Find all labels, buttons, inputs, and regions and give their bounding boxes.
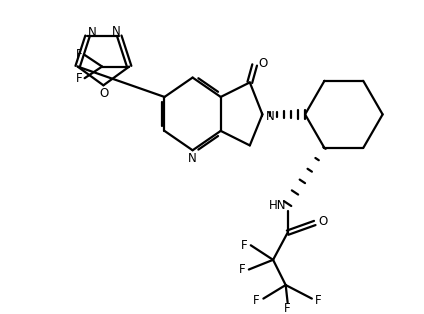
Text: F: F (75, 72, 82, 85)
Text: F: F (315, 294, 322, 307)
Text: N: N (88, 26, 97, 39)
Text: N: N (266, 110, 275, 123)
Text: F: F (241, 239, 247, 252)
Text: N: N (188, 153, 197, 165)
Text: O: O (259, 57, 268, 70)
Text: HN: HN (269, 199, 287, 212)
Text: N: N (112, 25, 121, 38)
Text: F: F (253, 294, 260, 307)
Text: F: F (285, 302, 291, 314)
Text: F: F (75, 48, 82, 62)
Text: F: F (239, 263, 245, 276)
Text: O: O (318, 214, 327, 228)
Text: O: O (100, 87, 109, 100)
